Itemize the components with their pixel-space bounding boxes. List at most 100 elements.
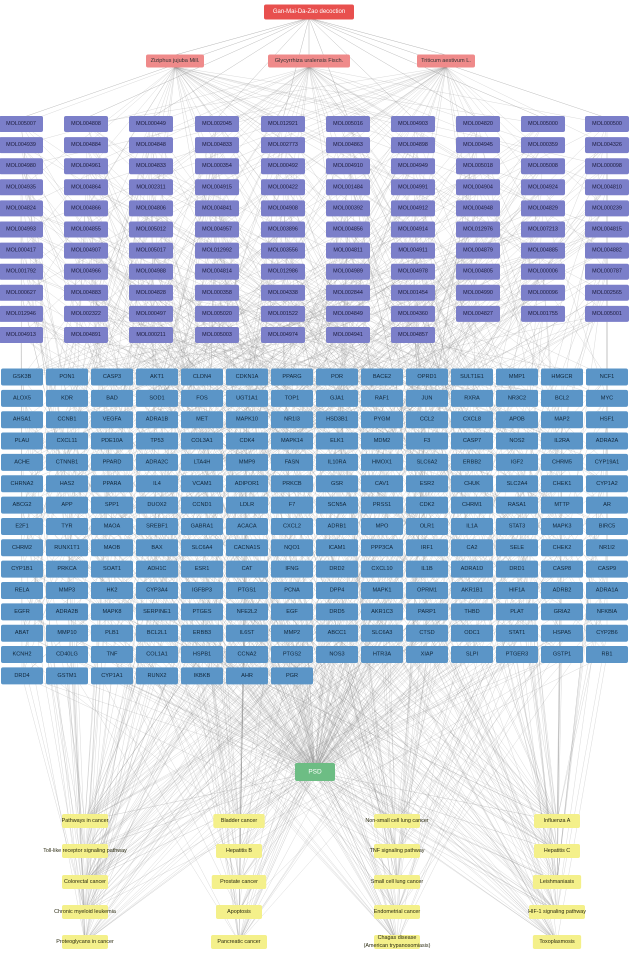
network-edge bbox=[396, 462, 563, 913]
target-node bbox=[406, 646, 448, 664]
network-edge bbox=[20, 292, 68, 484]
molecule-node bbox=[64, 327, 108, 343]
target-node bbox=[406, 368, 448, 386]
target-node bbox=[271, 582, 313, 599]
target-node bbox=[46, 368, 88, 386]
disease-node bbox=[295, 763, 335, 781]
molecule-label: MOL004857 bbox=[398, 332, 428, 338]
molecule-node bbox=[195, 221, 239, 238]
molecule-label: MOL004948 bbox=[463, 205, 493, 211]
network-edge bbox=[150, 334, 428, 527]
target-node bbox=[136, 582, 178, 599]
target-label: SERPINE1 bbox=[143, 609, 171, 615]
network-edge bbox=[314, 771, 398, 883]
target-label: PPARD bbox=[103, 459, 122, 465]
molecule-label: MOL004879 bbox=[463, 248, 493, 254]
molecule-node bbox=[195, 179, 239, 196]
target-label: ESR1 bbox=[195, 566, 210, 572]
target-node bbox=[226, 646, 268, 664]
target-label: LDLR bbox=[240, 502, 254, 508]
molecule-node bbox=[391, 242, 435, 259]
molecule-node bbox=[195, 284, 239, 301]
molecule-label: MOL002322 bbox=[71, 311, 101, 317]
network-edge bbox=[84, 633, 518, 883]
target-label: SLPI bbox=[466, 652, 479, 658]
network-edge bbox=[238, 505, 428, 943]
target-node bbox=[361, 646, 403, 664]
target-label: APOB bbox=[509, 417, 525, 423]
molecule-node bbox=[456, 137, 500, 154]
target-label: IL4 bbox=[153, 481, 161, 487]
target-label: FASN bbox=[285, 459, 300, 465]
molecule-label: MOL004990 bbox=[463, 290, 493, 296]
molecule-node bbox=[195, 137, 239, 154]
network-edge bbox=[84, 569, 563, 883]
target-node bbox=[586, 624, 628, 642]
target-node bbox=[496, 432, 538, 450]
network-edge bbox=[471, 166, 544, 655]
target-label: PPARA bbox=[103, 481, 122, 487]
pathway-label: Endometrial cancer bbox=[374, 909, 421, 915]
molecule-label: MOL005001 bbox=[592, 311, 622, 317]
network-edge bbox=[66, 123, 544, 570]
target-label: HAS2 bbox=[60, 481, 75, 487]
network-edge bbox=[314, 654, 473, 773]
target-node bbox=[1, 646, 43, 664]
network-edge bbox=[246, 208, 544, 399]
target-node bbox=[46, 475, 88, 493]
network-edge bbox=[282, 17, 310, 119]
target-node bbox=[46, 560, 88, 578]
target-node bbox=[316, 475, 358, 493]
target-label: IRF1 bbox=[421, 545, 433, 551]
pathway-node bbox=[213, 814, 265, 828]
target-node bbox=[406, 582, 448, 599]
molecule-node bbox=[521, 242, 565, 259]
target-node bbox=[1, 539, 43, 557]
target-label: LTA4H bbox=[194, 459, 211, 465]
target-label: ALOX5 bbox=[13, 395, 31, 401]
target-label: AKT1 bbox=[150, 374, 164, 380]
target-label: PRKCB bbox=[282, 481, 302, 487]
network-edge bbox=[85, 17, 310, 119]
herb-node bbox=[146, 54, 204, 68]
network-edge bbox=[84, 483, 203, 943]
network-edge bbox=[201, 675, 558, 943]
target-label: PON1 bbox=[59, 374, 74, 380]
network-edge bbox=[21, 334, 349, 527]
target-label: MAPK8 bbox=[103, 609, 122, 615]
target-node bbox=[406, 539, 448, 557]
target-label: HSD3B1 bbox=[326, 417, 348, 423]
target-node bbox=[1, 389, 43, 407]
network-edge bbox=[238, 633, 473, 852]
target-node bbox=[226, 603, 268, 621]
network-edge bbox=[246, 292, 608, 612]
target-label: PGR bbox=[286, 673, 298, 679]
molecule-label: MOL004810 bbox=[592, 184, 622, 190]
target-node bbox=[226, 667, 268, 685]
pathway-node bbox=[216, 905, 262, 919]
target-node bbox=[451, 624, 493, 642]
molecule-node bbox=[326, 263, 370, 280]
network-edge bbox=[84, 504, 563, 943]
target-label: ABCC1 bbox=[328, 630, 347, 636]
network-edge bbox=[174, 66, 284, 146]
molecule-node bbox=[456, 305, 500, 322]
target-node bbox=[271, 560, 313, 578]
network-edge bbox=[20, 271, 518, 463]
molecule-node bbox=[261, 116, 305, 132]
target-node bbox=[496, 646, 538, 664]
target-label: NFKBIA bbox=[597, 609, 617, 615]
target-node bbox=[136, 517, 178, 535]
molecule-label: MOL000096 bbox=[528, 290, 558, 296]
molecule-node bbox=[456, 116, 500, 132]
target-node bbox=[226, 453, 268, 471]
target-node bbox=[586, 560, 628, 578]
network-edge bbox=[238, 590, 563, 913]
network-edge bbox=[336, 145, 479, 634]
network-edge bbox=[412, 208, 473, 655]
molecule-label: MOL004989 bbox=[333, 269, 363, 275]
target-node bbox=[361, 411, 403, 429]
network-edge bbox=[556, 654, 608, 943]
target-node bbox=[181, 517, 223, 535]
molecule-label: MOL004898 bbox=[398, 142, 428, 148]
